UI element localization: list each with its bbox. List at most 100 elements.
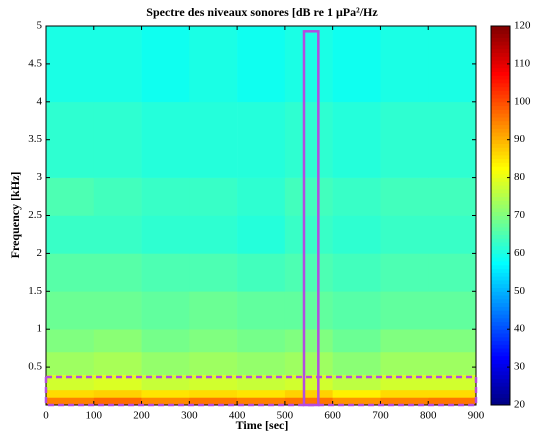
heatmap-cell [141, 101, 190, 178]
colorbar-segment [491, 295, 510, 300]
y-tick-label: 1 [37, 323, 43, 335]
colorbar-segment [491, 211, 510, 216]
x-tick-label: 200 [133, 410, 150, 422]
heatmap-cell [332, 291, 381, 330]
colorbar-segment [491, 56, 510, 61]
heatmap-cell [189, 177, 238, 216]
colorbar-segment [491, 329, 510, 334]
colorbar-tick-label: 50 [514, 285, 526, 297]
heatmap-cell [46, 26, 95, 103]
heatmap-cell [332, 215, 381, 254]
colorbar-tick-label: 60 [514, 247, 526, 259]
colorbar-segment [491, 378, 510, 383]
colorbar-segment [491, 389, 510, 395]
colorbar-segment [491, 33, 510, 38]
colorbar-segment [491, 272, 510, 277]
heatmap-cell [428, 351, 477, 375]
heatmap-cell [93, 374, 142, 391]
colorbar-segment [491, 268, 510, 273]
colorbar-tick-label: 20 [514, 399, 526, 411]
heatmap-cell [189, 374, 238, 391]
colorbar-segment [491, 113, 510, 118]
heatmap-cell [428, 253, 477, 292]
heatmap-cell [237, 215, 286, 254]
colorbar-segment [491, 207, 510, 213]
colorbar-segment [491, 105, 510, 110]
heatmap-cell [237, 291, 286, 330]
heatmap-cell [284, 26, 333, 103]
heatmap-cell [428, 291, 477, 330]
heatmap-cell [237, 26, 286, 103]
heatmap-cell [141, 397, 190, 406]
heatmap-cell [428, 177, 477, 216]
heatmap-cell [428, 26, 477, 103]
colorbar-segment [491, 120, 510, 126]
colorbar-segment [491, 48, 510, 54]
colorbar-segment [491, 367, 510, 372]
heatmap-cell [380, 351, 429, 375]
colorbar-tick-label: 90 [514, 133, 526, 145]
colorbar-segment [491, 260, 510, 266]
heatmap-cell [46, 215, 95, 254]
heatmap-cell [428, 101, 477, 178]
heatmap-cell [93, 291, 142, 330]
colorbar-tick-label: 80 [514, 171, 526, 183]
heatmap-cell [141, 215, 190, 254]
heatmap-cell [237, 253, 286, 292]
colorbar-segment [491, 188, 510, 194]
colorbar-segment [491, 154, 510, 160]
colorbar-segment [491, 393, 510, 398]
heatmap-cell [189, 329, 238, 353]
heatmap-cell [428, 329, 477, 353]
x-tick-label: 500 [277, 410, 294, 422]
heatmap-cell [141, 351, 190, 375]
colorbar-segment [491, 215, 510, 220]
colorbar-segment [491, 291, 510, 296]
heatmap-cell [428, 215, 477, 254]
colorbar-segment [491, 223, 510, 228]
y-tick-label: 1.5 [28, 285, 42, 297]
heatmap-cell [332, 397, 381, 406]
colorbar-segment [491, 321, 510, 326]
heatmap-cell [284, 397, 333, 406]
colorbar-segment [491, 204, 510, 209]
colorbar-segment [491, 306, 510, 311]
colorbar-segment [491, 158, 510, 163]
colorbar-segment [491, 253, 510, 258]
colorbar-segment [491, 82, 510, 88]
heatmap-cell [141, 253, 190, 292]
heatmap-cell [284, 329, 333, 353]
x-tick-label: 400 [229, 410, 246, 422]
colorbar-segment [491, 71, 510, 76]
heatmap-cell [46, 374, 95, 391]
heatmap-cell [380, 389, 429, 398]
colorbar-segment [491, 128, 510, 133]
colorbar-segment [491, 351, 510, 357]
heatmap-cell [428, 389, 477, 398]
colorbar-segment [491, 355, 510, 361]
y-axis-label: Frequency [kHz] [8, 172, 22, 259]
heatmap-cell [189, 351, 238, 375]
y-tick-label: 0.5 [28, 361, 42, 373]
heatmap-cell [46, 291, 95, 330]
heatmap-cell [189, 397, 238, 406]
colorbar-segment [491, 397, 510, 402]
heatmap-cell [380, 177, 429, 216]
colorbar-segment [491, 173, 510, 179]
heatmap-cell [284, 389, 333, 398]
heatmap-cell [93, 101, 142, 178]
colorbar-segment [491, 298, 510, 304]
heatmap-cell [237, 351, 286, 375]
colorbar-segment [491, 37, 510, 42]
heatmap-cell [380, 101, 429, 178]
colorbar-segment [491, 325, 510, 330]
colorbar-segment [491, 230, 510, 235]
heatmap-cell [93, 177, 142, 216]
heatmap-cell [93, 215, 142, 254]
colorbar-segment [491, 192, 510, 198]
colorbar-segment [491, 52, 510, 57]
colorbar-segment [491, 264, 510, 270]
heatmap-cell [189, 389, 238, 398]
heatmap-cell [237, 101, 286, 178]
heatmap-cell [332, 374, 381, 391]
